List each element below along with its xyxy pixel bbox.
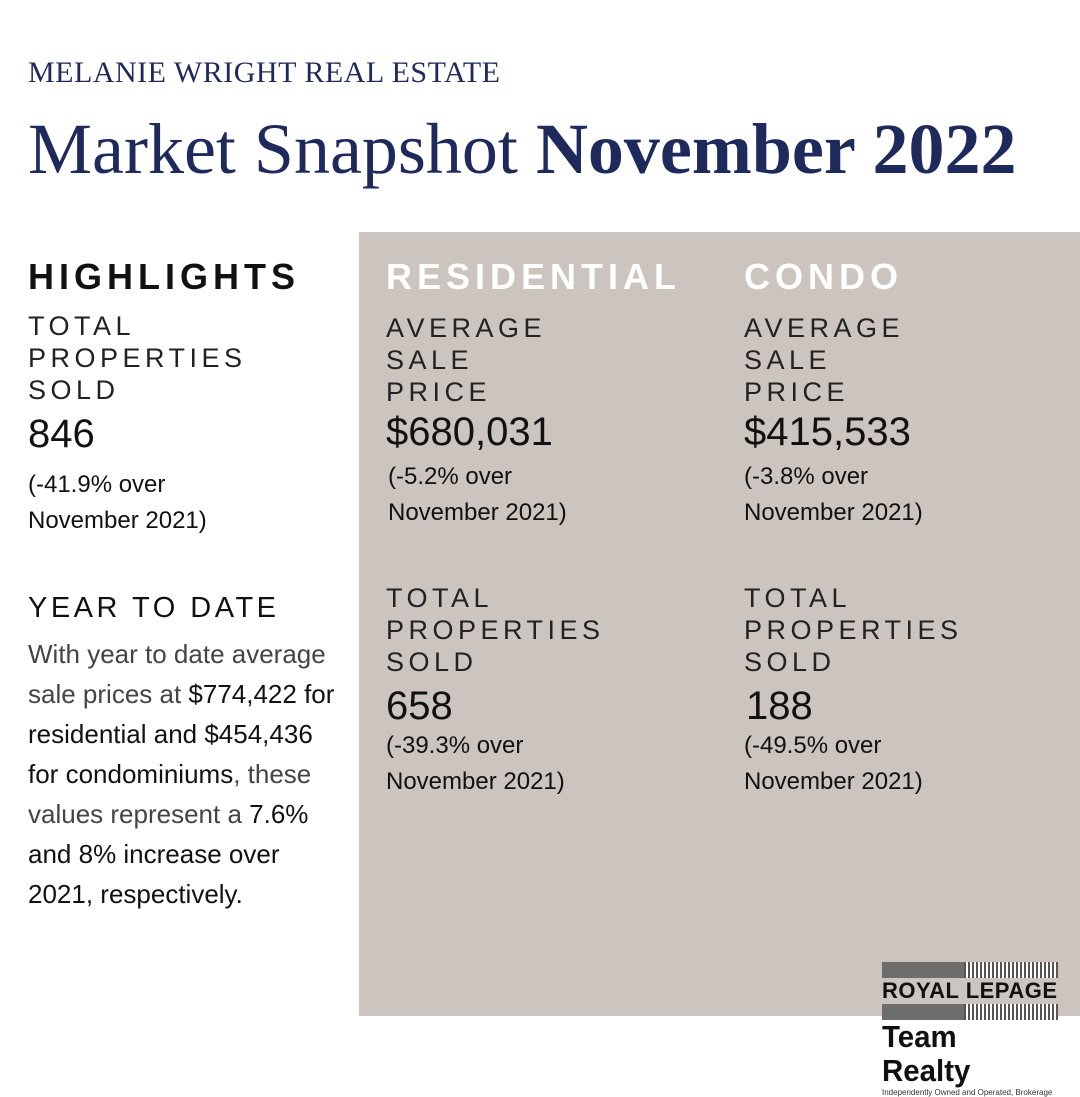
- logo-bars-bottom: [882, 1004, 1058, 1020]
- label-line: PRICE: [744, 377, 850, 407]
- logo-line-3: Independently Owned and Operated, Broker…: [882, 1088, 1053, 1097]
- change-line: (-3.8% over: [744, 463, 869, 490]
- change-line: (-41.9% over: [28, 471, 166, 498]
- change-line: (-49.5% over: [744, 732, 882, 759]
- ytd-part: With year to date average sale prices at: [28, 639, 326, 709]
- condo-sold-value: 188: [746, 684, 813, 728]
- logo-line-1: ROYAL LEPAGE: [882, 978, 1058, 1003]
- highlights-change: (-41.9% over November 2021): [28, 467, 207, 539]
- residential-heading: RESIDENTIAL: [386, 256, 682, 297]
- condo-sold-label: TOTAL PROPERTIES SOLD: [744, 582, 963, 678]
- logo-bars-top: [882, 962, 1058, 978]
- title-bold: November 2022: [535, 109, 1017, 189]
- label-line: SOLD: [386, 647, 478, 677]
- change-line: (-5.2% over: [388, 463, 513, 490]
- title-regular: Market Snapshot: [28, 109, 536, 189]
- condo-sold-change: (-49.5% over November 2021): [744, 728, 923, 800]
- label-line: TOTAL: [386, 583, 494, 613]
- highlights-label: TOTAL PROPERTIES SOLD: [28, 310, 247, 406]
- label-line: SALE: [386, 345, 474, 375]
- condo-heading: CONDO: [744, 256, 903, 297]
- label-line: SALE: [744, 345, 832, 375]
- residential-sold-value: 658: [386, 684, 453, 728]
- label-line: AVERAGE: [386, 313, 547, 343]
- stats-panel: [359, 232, 1080, 1016]
- residential-sold-change: (-39.3% over November 2021): [386, 728, 565, 800]
- residential-avg-label: AVERAGE SALE PRICE: [386, 312, 546, 408]
- ytd-paragraph: With year to date average sale prices at…: [28, 634, 338, 914]
- ytd-heading: YEAR TO DATE: [28, 592, 280, 624]
- label-line: TOTAL: [744, 583, 852, 613]
- brokerage-logo: ROYAL LEPAGE Team Realty Independently O…: [882, 962, 1058, 1097]
- condo-avg-change: (-3.8% over November 2021): [744, 459, 923, 531]
- change-line: (-39.3% over: [386, 732, 524, 759]
- label-line: PROPERTIES: [744, 615, 963, 645]
- residential-avg-value: $680,031: [386, 410, 553, 454]
- label-line: PRICE: [386, 377, 492, 407]
- highlights-heading: HIGHLIGHTS: [28, 256, 300, 297]
- label-line: SOLD: [28, 375, 120, 405]
- ytd-part: , these values represent a: [28, 759, 312, 829]
- highlights-value: 846: [28, 412, 95, 456]
- residential-avg-change: (-5.2% over November 2021): [388, 459, 567, 531]
- ytd-part: $774,422 for residential and $454,436 fo…: [28, 679, 335, 789]
- condo-avg-label: AVERAGE SALE PRICE: [744, 312, 904, 408]
- label-line: TOTAL: [28, 311, 136, 341]
- change-line: November 2021): [388, 499, 567, 526]
- ytd-part: 7.6% and 8% increase over 2021, respecti…: [28, 799, 309, 909]
- logo-line-2: Team Realty: [882, 1019, 971, 1088]
- label-line: SOLD: [744, 647, 836, 677]
- condo-avg-value: $415,533: [744, 410, 911, 454]
- page-title: Market Snapshot November 2022: [28, 108, 1017, 191]
- label-line: PROPERTIES: [386, 615, 605, 645]
- residential-sold-label: TOTAL PROPERTIES SOLD: [386, 582, 605, 678]
- change-line: November 2021): [386, 768, 565, 795]
- change-line: November 2021): [28, 507, 207, 534]
- label-line: AVERAGE: [744, 313, 905, 343]
- label-line: PROPERTIES: [28, 343, 247, 373]
- change-line: November 2021): [744, 768, 923, 795]
- change-line: November 2021): [744, 499, 923, 526]
- brand-name: MELANIE WRIGHT REAL ESTATE: [28, 56, 501, 89]
